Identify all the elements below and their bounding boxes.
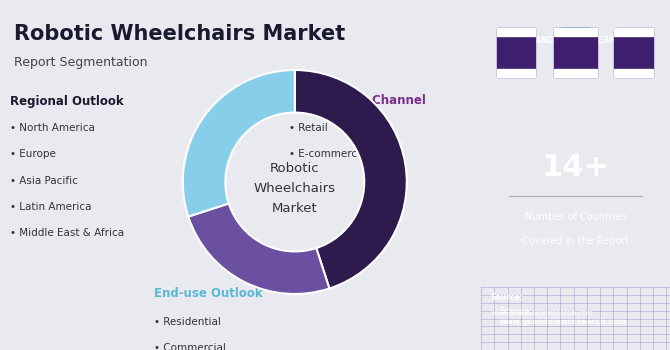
Wedge shape [295, 70, 407, 288]
Text: • Retail: • Retail [289, 123, 328, 133]
Text: End-use Outlook: End-use Outlook [154, 287, 263, 300]
Text: • Asia Pacific: • Asia Pacific [9, 176, 78, 186]
Text: Source:
www.grandviewresearch.com: Source: www.grandviewresearch.com [500, 307, 627, 327]
Text: • E-commerce: • E-commerce [289, 149, 363, 160]
Text: • Europe: • Europe [9, 149, 56, 160]
Text: Distribution Channel: Distribution Channel [289, 94, 425, 107]
Bar [555, 28, 596, 77]
Text: Robotic: Robotic [270, 162, 320, 175]
Text: • Middle East & Africa: • Middle East & Africa [9, 228, 124, 238]
Wedge shape [183, 70, 295, 217]
Text: GRAND VIEW RESEARCH: GRAND VIEW RESEARCH [523, 36, 628, 45]
Text: Robotic Wheelchairs Market: Robotic Wheelchairs Market [15, 25, 346, 44]
Text: Covered in the Report: Covered in the Report [522, 237, 629, 246]
Bar [555, 69, 596, 77]
Polygon shape [561, 28, 590, 46]
Bar [614, 28, 653, 36]
Text: • Commercial: • Commercial [154, 343, 226, 350]
Text: Source:: Source: [490, 293, 523, 302]
Text: • Latin America: • Latin America [9, 202, 91, 212]
Wedge shape [188, 203, 330, 294]
Text: Number of Countries: Number of Countries [525, 212, 626, 222]
Text: 14+: 14+ [541, 154, 610, 182]
Text: • Residential: • Residential [154, 317, 221, 327]
Bar [614, 69, 653, 77]
Bar [496, 28, 535, 36]
Bar [496, 69, 535, 77]
Text: Report Segmentation: Report Segmentation [15, 56, 148, 69]
Text: • North America: • North America [9, 123, 94, 133]
Bar [555, 28, 596, 36]
Bar [614, 28, 653, 77]
Text: www.grandviewresearch.com: www.grandviewresearch.com [490, 310, 593, 316]
Text: Wheelchairs: Wheelchairs [254, 182, 336, 195]
Bar [496, 28, 535, 77]
Text: Market: Market [272, 202, 318, 215]
Text: Regional Outlook: Regional Outlook [9, 94, 123, 107]
